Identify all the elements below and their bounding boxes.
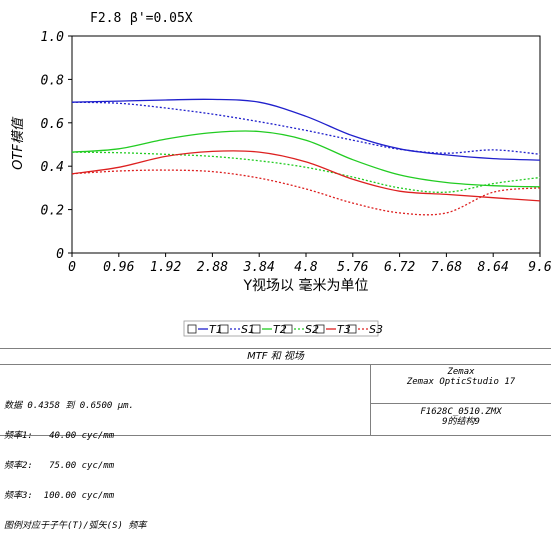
- x-axis-label: Y视场以 毫米为单位: [242, 277, 368, 294]
- file-name: F1628C_0510.ZMX: [420, 407, 502, 417]
- product-name: Zemax OpticStudio 17: [406, 377, 516, 387]
- x-tick-label: 0.96: [103, 260, 134, 275]
- x-tick-label: 4.8: [294, 260, 318, 275]
- legend-label-t1: T1: [209, 323, 223, 336]
- y-tick-label: 0.4: [41, 160, 64, 175]
- x-tick-label: 5.76: [337, 260, 368, 275]
- x-tick-label: 3.84: [243, 260, 275, 275]
- info-title: MTF 和 视场: [0, 349, 551, 365]
- legend-checkbox: [315, 324, 325, 334]
- y-tick-label: 0.6: [41, 117, 65, 132]
- series-t2-line: [71, 130, 541, 188]
- vendor-name: Zemax: [447, 367, 475, 377]
- fnumber-label: F2.8: [90, 11, 121, 26]
- vendor-box: Zemax Zemax OpticStudio 17: [370, 364, 551, 404]
- y-axis-label: OTF模值: [11, 116, 26, 170]
- frequency-3: 频率3: 100.00 cyc/mm: [4, 491, 115, 501]
- info-panel: MTF 和 视场 数据 0.4358 到 0.6500 μm. 频率1: 40.…: [0, 348, 551, 531]
- series-s1-line: [71, 101, 541, 155]
- config-name: 9的结构9: [442, 417, 480, 427]
- wavelength-range: 数据 0.4358 到 0.6500 μm.: [4, 401, 134, 411]
- legend: T1 S1 T2 S2 T3 S3: [183, 320, 383, 337]
- legend-checkbox: [251, 324, 261, 334]
- legend-checkbox: [347, 324, 357, 334]
- series-s2-line: [71, 151, 541, 193]
- legend-label-t3: T3: [337, 323, 351, 336]
- x-tick-label: 7.68: [431, 260, 462, 275]
- legend-checkbox: [187, 324, 197, 334]
- mtf-chart: F2.8 β'=0.05X 0 0.2 0.4 0.6 0.8 1.0 0 0.96 1.92…: [11, 11, 552, 337]
- legend-label-t2: T2: [273, 323, 287, 336]
- series-t1-line: [71, 98, 541, 161]
- y-tick-label: 0: [56, 247, 64, 262]
- file-box: F1628C_0510.ZMX 9的结构9: [370, 404, 551, 435]
- x-tick-label: 6.72: [384, 260, 415, 275]
- x-tick-label: 2.88: [197, 260, 228, 275]
- y-tick-label: 0.2: [41, 204, 65, 219]
- y-tick-label: 0.8: [41, 73, 65, 88]
- info-details: 数据 0.4358 到 0.6500 μm. 频率1: 40.00 cyc/mm…: [4, 381, 146, 551]
- frequency-2: 频率2: 75.00 cyc/mm: [4, 461, 115, 471]
- x-tick-label: 1.92: [150, 260, 181, 275]
- legend-label-s2: S2: [305, 323, 319, 336]
- legend-label-s1: S1: [241, 323, 255, 336]
- legend-checkbox: [283, 324, 293, 334]
- y-tick-label: 1.0: [41, 30, 65, 45]
- frequency-1: 频率1: 40.00 cyc/mm: [4, 431, 115, 441]
- legend-frame: [183, 320, 379, 337]
- legend-note: 图例对应于子午(T)/弧矢(S) 频率: [4, 521, 147, 531]
- legend-label-s3: S3: [369, 323, 383, 336]
- series-t3-line: [71, 150, 541, 202]
- x-tick-label: 8.64: [478, 260, 509, 275]
- x-tick-label: 9.6: [528, 260, 552, 275]
- magnification-label: β'=0.05X: [130, 11, 193, 26]
- series-s3-line: [71, 169, 541, 216]
- x-tick-label: 0: [68, 260, 76, 275]
- legend-checkbox: [219, 324, 229, 334]
